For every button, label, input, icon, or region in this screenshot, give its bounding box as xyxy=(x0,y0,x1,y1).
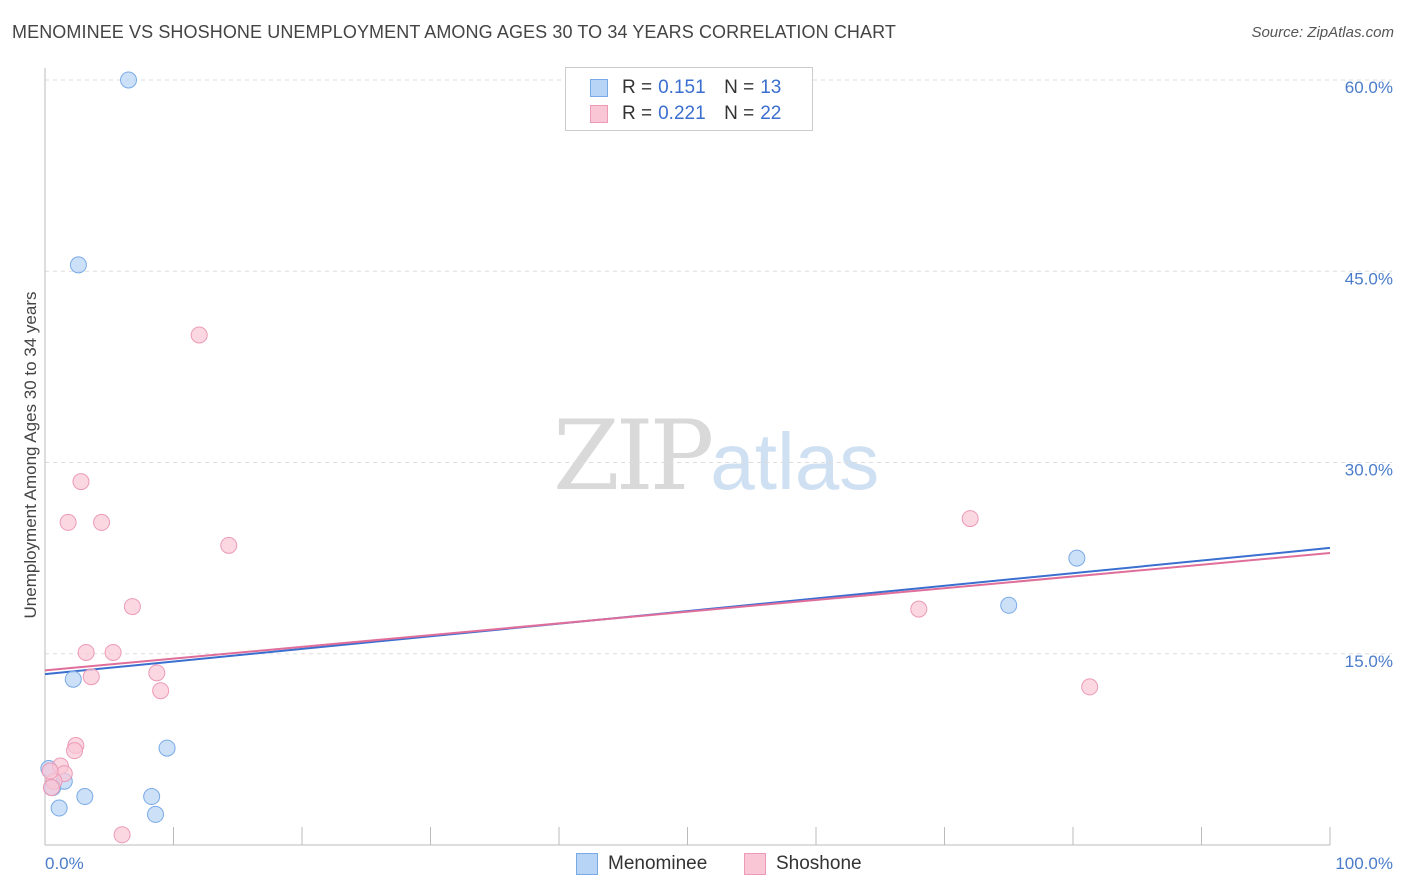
point-shoshone xyxy=(82,668,100,686)
point-shoshone xyxy=(152,682,170,700)
bottom-legend-shoshone: Shoshone xyxy=(744,852,862,876)
point-shoshone xyxy=(72,473,90,491)
y-tick-label: 15.0% xyxy=(1345,652,1393,671)
legend-r-label: R = xyxy=(622,103,653,124)
point-shoshone xyxy=(66,742,84,760)
legend-row-shoshone: R = 0.221 N = 22 xyxy=(590,102,781,126)
trend-line-shoshone xyxy=(44,552,1331,672)
point-shoshone xyxy=(148,664,166,682)
point-menominee xyxy=(120,71,138,89)
point-shoshone xyxy=(961,510,979,528)
point-menominee xyxy=(147,805,165,823)
data-points xyxy=(40,71,1099,844)
source-credit: Source: ZipAtlas.com xyxy=(1251,24,1394,41)
point-shoshone xyxy=(123,598,141,616)
point-shoshone xyxy=(113,826,131,844)
watermark: ZIPatlas xyxy=(553,400,879,512)
bottom-legend-menominee: Menominee xyxy=(576,852,707,876)
point-menominee xyxy=(76,788,94,806)
legend-r-value-menominee: 0.151 xyxy=(658,77,706,98)
x-tick-label: 0.0% xyxy=(45,854,84,873)
bottom-legend-label-menominee: Menominee xyxy=(608,853,708,874)
point-shoshone xyxy=(220,536,238,554)
x-tick-labels: 0.0% 100.0% xyxy=(45,854,1393,873)
y-tick-labels: 15.0% 30.0% 45.0% 60.0% xyxy=(1345,78,1393,671)
bottom-legend-swatch-shoshone xyxy=(744,853,766,875)
legend-n-value-shoshone: 22 xyxy=(760,103,782,124)
point-shoshone xyxy=(42,779,60,797)
point-shoshone xyxy=(77,643,95,661)
legend-row-menominee: R = 0.151 N = 13 xyxy=(590,76,781,100)
legend-swatch-menominee xyxy=(590,79,608,97)
legend-swatch-shoshone xyxy=(590,105,608,123)
grid-lines xyxy=(45,79,1392,655)
point-shoshone xyxy=(59,513,77,531)
point-menominee xyxy=(1068,549,1086,567)
y-tick-label: 45.0% xyxy=(1345,269,1393,288)
trend-lines xyxy=(44,546,1331,676)
point-menominee xyxy=(50,799,68,817)
point-menominee xyxy=(69,256,87,274)
bottom-legend-swatch-menominee xyxy=(576,853,598,875)
ticks xyxy=(44,827,1331,845)
legend-r-label: R = xyxy=(622,77,653,98)
legend-n-label: N = xyxy=(724,77,755,98)
y-tick-label: 30.0% xyxy=(1345,461,1393,480)
point-shoshone xyxy=(190,326,208,344)
point-shoshone xyxy=(910,600,928,618)
legend-n-label: N = xyxy=(724,103,755,124)
watermark-atlas: atlas xyxy=(710,417,880,506)
axes xyxy=(44,68,1330,846)
watermark-zip: ZIP xyxy=(553,400,714,512)
legend-r-value-shoshone: 0.221 xyxy=(658,103,706,124)
point-shoshone xyxy=(104,643,122,661)
bottom-legend-label-shoshone: Shoshone xyxy=(776,853,862,874)
point-menominee xyxy=(64,670,82,688)
point-menominee xyxy=(1000,596,1018,614)
chart-title: MENOMINEE VS SHOSHONE UNEMPLOYMENT AMONG… xyxy=(12,22,897,42)
correlation-legend: R = 0.151 N = 13 R = 0.221 N = 22 xyxy=(565,67,813,131)
y-axis-title: Unemployment Among Ages 30 to 34 years xyxy=(21,292,40,619)
point-shoshone xyxy=(1081,678,1099,696)
y-tick-label: 60.0% xyxy=(1345,78,1393,97)
point-shoshone xyxy=(41,762,59,780)
point-menominee xyxy=(158,739,176,757)
legend-n-value-menominee: 13 xyxy=(760,77,782,98)
point-menominee xyxy=(143,788,161,806)
point-shoshone xyxy=(93,513,111,531)
x-tick-label: 100.0% xyxy=(1335,854,1393,873)
